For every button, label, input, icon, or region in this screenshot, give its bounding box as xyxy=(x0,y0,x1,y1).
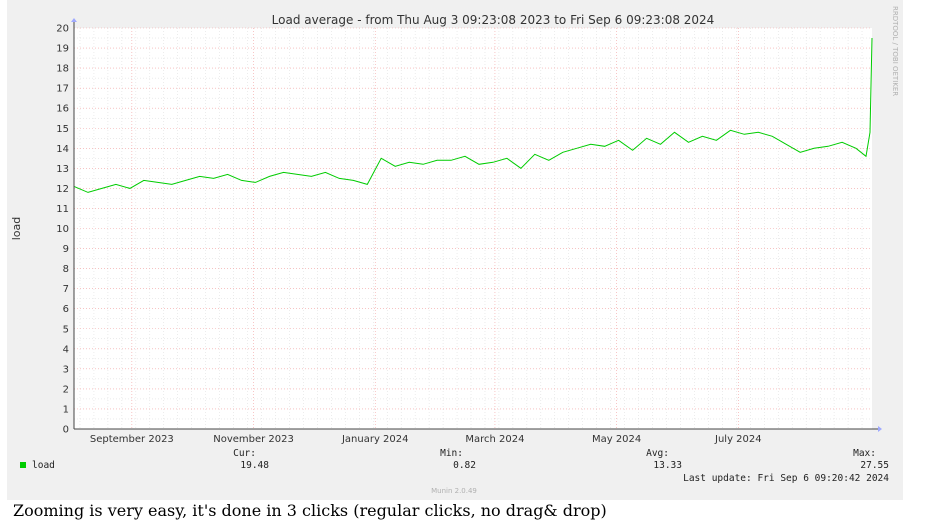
stat-avg-label: Avg: xyxy=(646,448,669,459)
y-tick-label: 5 xyxy=(63,324,69,335)
stat-cur-label: Cur: xyxy=(233,448,256,459)
y-tick-label: 2 xyxy=(63,384,69,395)
y-tick-label: 9 xyxy=(63,244,69,255)
y-tick-label: 11 xyxy=(56,204,69,215)
axes xyxy=(71,18,882,432)
y-tick-label: 18 xyxy=(56,64,69,75)
y-tick-label: 17 xyxy=(56,84,69,95)
munin-version: Munin 2.0.49 xyxy=(431,487,477,495)
y-tick-label: 16 xyxy=(56,104,69,115)
stat-avg-value: 13.33 xyxy=(653,460,682,471)
stat-max-label: Max: xyxy=(853,448,876,459)
grid xyxy=(74,27,872,429)
y-tick-label: 10 xyxy=(56,224,69,235)
x-tick-label: January 2024 xyxy=(341,434,409,445)
y-tick-label: 4 xyxy=(63,344,69,355)
y-axis-label: load xyxy=(10,217,23,241)
y-tick-label: 1 xyxy=(63,404,69,415)
load-chart: Load average - from Thu Aug 3 09:23:08 2… xyxy=(10,6,899,495)
x-tick-label: November 2023 xyxy=(213,434,294,445)
y-tick-label: 0 xyxy=(63,425,69,436)
y-tick-label: 7 xyxy=(63,284,69,295)
x-axis-ticks: September 2023 November 2023 January 2024 M… xyxy=(90,434,762,445)
x-axis-arrow-icon xyxy=(878,426,882,432)
x-tick-label: September 2023 xyxy=(90,434,174,445)
y-tick-label: 13 xyxy=(56,164,69,175)
y-tick-label: 8 xyxy=(63,264,69,275)
last-update: Last update: Fri Sep 6 09:20:42 2024 xyxy=(683,473,889,484)
legend-label-load: load xyxy=(32,460,55,471)
x-tick-label: July 2024 xyxy=(714,434,762,445)
x-tick-label: May 2024 xyxy=(592,434,641,445)
stat-cur-value: 19.48 xyxy=(240,460,269,471)
series-line-load xyxy=(73,37,873,193)
y-tick-label: 19 xyxy=(56,44,69,55)
stat-min-label: Min: xyxy=(440,448,463,459)
stat-max-value: 27.55 xyxy=(860,460,889,471)
stat-min-value: 0.82 xyxy=(453,460,476,471)
legend-swatch-load xyxy=(20,462,26,468)
rrdtool-watermark: RRDTOOL / TOBI OETIKER xyxy=(891,6,899,96)
page-caption: Zooming is very easy, it's done in 3 cli… xyxy=(13,501,607,520)
y-tick-label: 14 xyxy=(56,144,69,155)
y-axis-arrow-icon xyxy=(71,18,77,22)
y-tick-label: 12 xyxy=(56,184,69,195)
graph-panel: Load average - from Thu Aug 3 09:23:08 2… xyxy=(7,0,903,500)
y-tick-label: 20 xyxy=(56,24,69,35)
y-tick-label: 3 xyxy=(63,364,69,375)
y-tick-label: 15 xyxy=(56,124,69,135)
x-tick-label: March 2024 xyxy=(465,434,524,445)
y-tick-label: 6 xyxy=(63,304,69,315)
chart-title: Load average - from Thu Aug 3 09:23:08 2… xyxy=(272,13,715,27)
